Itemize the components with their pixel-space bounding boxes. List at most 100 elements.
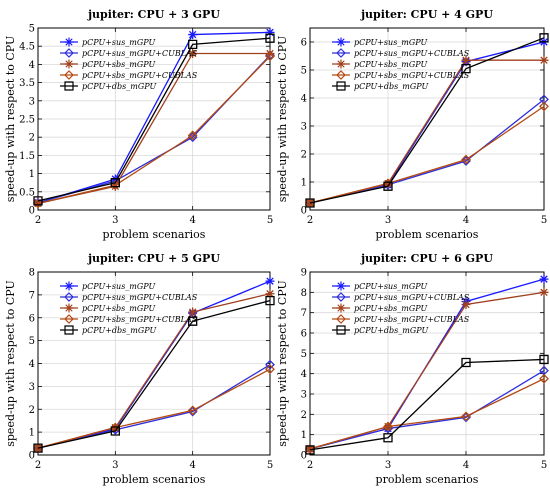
x-tick-label: 5 (267, 460, 273, 471)
y-axis-label: speed-up with respect to CPU (4, 36, 17, 203)
data-point-sbs_mGPU (461, 300, 471, 310)
data-point-sus_mGPU_CUBLAS (461, 412, 471, 423)
y-tick-label: 6 (301, 38, 307, 49)
legend-label: pCPU+sbs_mGPU (82, 304, 155, 313)
legend-label: pCPU+sbs_mGPU (354, 304, 427, 313)
data-point-sbs_mGPU_CUBLAS (305, 443, 315, 454)
y-tick-label: 0 (29, 451, 35, 462)
data-point-dbs_mGPU (188, 316, 198, 326)
legend-marker-dbs_mGPU (64, 81, 74, 91)
legend-label: pCPU+sus_mGPU (82, 38, 156, 47)
data-point-sbs_mGPU (33, 443, 43, 453)
x-tick-label: 3 (112, 460, 118, 471)
y-tick-label: 0.5 (19, 187, 35, 198)
data-point-sbs_mGPU_CUBLAS (33, 198, 43, 209)
data-point-sus_mGPU (539, 274, 549, 284)
data-point-sbs_mGPU_CUBLAS (187, 405, 198, 416)
chart-title: jupiter: CPU + 5 GPU (87, 252, 220, 265)
legend-label: pCPU+sbs_mGPU (354, 60, 427, 69)
y-tick-label: 1 (29, 428, 35, 439)
y-tick-label: 0 (29, 206, 35, 217)
legend-marker-sbs_mGPU (64, 59, 74, 69)
legend-marker-sus_mGPU_CUBLAS (336, 48, 346, 58)
data-point-dbs_mGPU (110, 178, 120, 188)
data-point-sbs_mGPU_CUBLAS (265, 51, 275, 62)
y-tick-label: 4 (29, 359, 35, 370)
y-tick-label: 4 (29, 60, 35, 71)
legend-marker-sbs_mGPU (336, 303, 346, 313)
data-point-sbs_mGPU_CUBLAS (461, 411, 471, 422)
legend-marker-sbs_mGPU_CUBLAS (336, 70, 346, 80)
x-tick-label: 2 (307, 215, 313, 226)
legend-label: pCPU+sus_mGPU (354, 282, 428, 291)
x-axis-label: problem scenarios (376, 228, 479, 241)
legend-marker-sbs_mGPU (336, 59, 346, 69)
y-tick-label: 5 (301, 349, 307, 360)
legend-label: pCPU+sus_mGPU+CUBLAS (354, 293, 470, 302)
plot-frame (309, 27, 545, 211)
data-point-sbs_mGPU_CUBLAS (265, 364, 275, 375)
x-tick-label: 2 (35, 215, 41, 226)
data-point-dbs_mGPU (461, 63, 471, 74)
series-line-dbs_mGPU (309, 358, 545, 451)
y-axis-label: speed-up with respect to CPU (4, 280, 17, 447)
y-tick-label: 1 (29, 169, 35, 180)
y-tick-label: 3 (301, 390, 307, 401)
data-point-sus_mGPU_CUBLAS (187, 406, 198, 417)
y-tick-label: 3 (29, 96, 35, 107)
legend-label: pCPU+dbs_mGPU (82, 326, 156, 335)
x-tick-label: 3 (112, 215, 118, 226)
series-line-dbs_mGPU (309, 37, 545, 204)
y-tick-label: 1.5 (19, 151, 35, 162)
data-point-sbs_mGPU_CUBLAS (539, 101, 549, 112)
legend-label: pCPU+sus_mGPU (354, 38, 428, 47)
data-point-sbs_mGPU (461, 55, 471, 65)
data-point-dbs_mGPU (265, 295, 275, 306)
data-point-dbs_mGPU (305, 198, 315, 208)
chart-title: jupiter: CPU + 4 GPU (360, 8, 493, 21)
y-tick-label: 2 (301, 410, 307, 421)
x-tick-label: 5 (267, 215, 273, 226)
x-tick-label: 4 (463, 215, 469, 226)
y-tick-label: 5 (301, 66, 307, 77)
x-axis-label: problem scenarios (376, 473, 479, 486)
series-line-sus_mGPU (37, 31, 271, 204)
data-point-dbs_mGPU (188, 39, 198, 50)
data-point-sus_mGPU (188, 30, 198, 40)
legend-label: pCPU+sus_mGPU (82, 282, 156, 291)
legend-marker-sus_mGPU_CUBLAS (64, 48, 74, 58)
data-point-dbs_mGPU (110, 426, 120, 436)
y-tick-label: 2 (301, 150, 307, 161)
legend-marker-sus_mGPU (336, 281, 346, 291)
legend-label: pCPU+sbs_mGPU+CUBLAS (82, 71, 198, 80)
series-line-sus_mGPU_CUBLAS (309, 370, 545, 450)
data-point-sus_mGPU_CUBLAS (461, 156, 471, 166)
legend-marker-dbs_mGPU (64, 325, 74, 335)
y-tick-label: 3 (29, 382, 35, 393)
chart-panel-1: 0 0.5 1 1.5 2 2.5 3 3.5 4 4.5 5 2 3 4 5 jupiter: CPU + … (4, 8, 275, 241)
chart-title: jupiter: CPU + 6 GPU (360, 252, 493, 265)
legend-marker-sbs_mGPU (64, 303, 74, 313)
legend-label: pCPU+sbs_mGPU (82, 60, 155, 69)
y-tick-label: 3 (301, 122, 307, 133)
y-tick-label: 4 (301, 369, 307, 380)
y-tick-label: 2 (29, 405, 35, 416)
y-tick-label: 3.5 (19, 78, 35, 89)
x-tick-label: 2 (35, 460, 41, 471)
data-point-sus_mGPU (265, 276, 275, 286)
data-point-sbs_mGPU_CUBLAS (539, 373, 549, 384)
x-tick-label: 5 (541, 460, 547, 471)
y-tick-label: 0 (301, 206, 307, 217)
legend-marker-sus_mGPU_CUBLAS (64, 292, 74, 302)
legend-marker-sus_mGPU_CUBLAS (336, 292, 346, 302)
series-line-dbs_mGPU (37, 299, 271, 449)
legend-label: pCPU+sbs_mGPU+CUBLAS (82, 315, 198, 324)
data-point-sbs_mGPU (539, 287, 549, 297)
x-tick-label: 4 (463, 460, 469, 471)
y-axis-label: speed-up with respect to CPU (276, 280, 289, 447)
x-tick-label: 4 (189, 460, 195, 471)
legend-marker-dbs_mGPU (336, 325, 346, 335)
y-tick-label: 8 (301, 288, 307, 299)
data-point-dbs_mGPU (539, 354, 549, 365)
